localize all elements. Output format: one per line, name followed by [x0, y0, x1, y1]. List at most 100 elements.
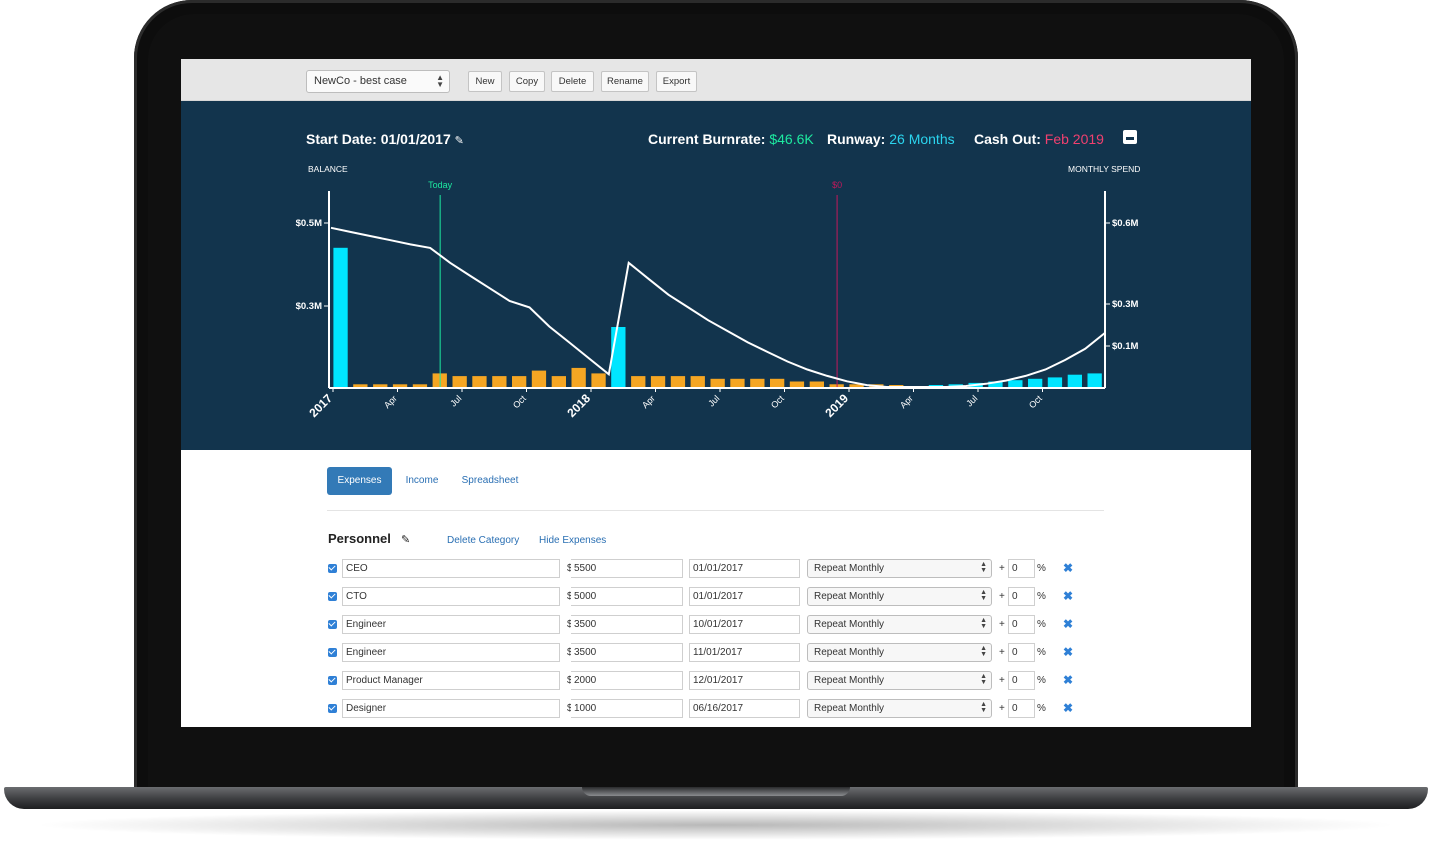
tab-expenses[interactable]: Expenses — [327, 467, 392, 495]
new-button[interactable]: New — [468, 71, 502, 92]
expense-name-input[interactable]: Engineer — [342, 643, 560, 662]
burnrate: Current Burnrate: $46.6K — [648, 131, 814, 147]
x-tick-label: Jul — [706, 393, 721, 408]
delete-row-icon[interactable]: ✖ — [1063, 561, 1074, 575]
delete-row-icon[interactable]: ✖ — [1063, 673, 1074, 687]
expense-date-input[interactable]: 10/01/2017 — [689, 615, 800, 634]
burnrate-label: Current Burnrate: — [648, 131, 766, 147]
scenario-select[interactable]: NewCo - best case ▲ ▼ — [306, 70, 450, 93]
income-bar — [1087, 373, 1102, 387]
start-date-value: 01/01/2017 — [380, 131, 451, 147]
expense-row: CEO $5500 01/01/2017 Repeat Monthly ▲ ▼ +0% ✖ — [181, 559, 1251, 579]
delete-row-icon[interactable]: ✖ — [1063, 645, 1074, 659]
expense-name-input[interactable]: Product Manager — [342, 671, 560, 690]
row-checkbox[interactable] — [328, 620, 337, 629]
expense-name-input[interactable]: CTO — [342, 587, 560, 606]
row-checkbox[interactable] — [328, 648, 337, 657]
delete-button[interactable]: Delete — [551, 71, 594, 92]
x-tick-label: Oct — [1027, 393, 1044, 410]
expense-date-input[interactable]: 11/01/2017 — [689, 643, 800, 662]
spend-bar — [392, 384, 408, 387]
growth-input[interactable]: 0 — [1008, 587, 1035, 606]
x-tick-label: Apr — [382, 393, 399, 410]
repeat-select[interactable]: Repeat Monthly ▲ ▼ — [807, 643, 992, 662]
expense-amount-input[interactable]: 2000 — [571, 671, 683, 690]
expense-name-input[interactable]: Designer — [342, 699, 560, 718]
select-arrows-icon: ▲ ▼ — [980, 645, 987, 658]
row-checkbox[interactable] — [328, 704, 337, 713]
plus-sign: + — [999, 619, 1005, 630]
delete-category-link[interactable]: Delete Category — [447, 535, 520, 546]
burnrate-value: $46.6K — [769, 131, 814, 147]
cash-out-value: Feb 2019 — [1044, 131, 1104, 147]
expense-date-input[interactable]: 01/01/2017 — [689, 559, 800, 578]
expense-date-input[interactable]: 12/01/2017 — [689, 671, 800, 690]
growth-input[interactable]: 0 — [1008, 671, 1035, 690]
delete-row-icon[interactable]: ✖ — [1063, 701, 1074, 715]
percent-sign: % — [1037, 619, 1046, 630]
spend-bar — [492, 376, 507, 387]
repeat-select[interactable]: Repeat Monthly ▲ ▼ — [807, 671, 992, 690]
tab-spreadsheet[interactable]: Spreadsheet — [461, 475, 519, 486]
copy-button[interactable]: Copy — [509, 71, 545, 92]
expense-name-input[interactable]: Engineer — [342, 615, 560, 634]
hide-expenses-link[interactable]: Hide Expenses — [539, 535, 607, 546]
expense-amount-input[interactable]: 3500 — [571, 643, 683, 662]
spend-bar — [809, 381, 824, 387]
repeat-select[interactable]: Repeat Monthly ▲ ▼ — [807, 559, 992, 578]
currency-sign: $ — [567, 703, 573, 714]
expense-row: Engineer $3500 10/01/2017 Repeat Monthly ▲ ▼ +… — [181, 615, 1251, 635]
laptop-shadow — [30, 810, 1402, 840]
spend-bar — [789, 381, 805, 387]
select-arrows-icon: ▲ ▼ — [980, 589, 987, 602]
delete-row-icon[interactable]: ✖ — [1063, 617, 1074, 631]
edit-pencil-icon[interactable]: ✎ — [454, 135, 464, 147]
x-tick-label: Jul — [964, 393, 979, 408]
delete-row-icon[interactable]: ✖ — [1063, 589, 1074, 603]
repeat-select[interactable]: Repeat Monthly ▲ ▼ — [807, 587, 992, 606]
export-button[interactable]: Export — [656, 71, 697, 92]
expense-name-input[interactable]: CEO — [342, 559, 560, 578]
runway-label: Runway: — [827, 131, 886, 147]
growth-input[interactable]: 0 — [1008, 699, 1035, 718]
row-checkbox[interactable] — [328, 564, 337, 573]
burn-dashboard: Start Date: 01/01/2017 ✎ Current Burnrat… — [181, 101, 1251, 450]
spend-bar — [849, 384, 864, 387]
cash-out-label: Cash Out: — [974, 131, 1041, 147]
rename-button[interactable]: Rename — [601, 71, 649, 92]
spend-bar — [650, 376, 666, 387]
expense-amount-input[interactable]: 1000 — [571, 699, 683, 718]
category-title: Personnel — [328, 531, 391, 546]
growth-input[interactable]: 0 — [1008, 559, 1035, 578]
expense-amount-input[interactable]: 5000 — [571, 587, 683, 606]
percent-sign: % — [1037, 675, 1046, 686]
expense-amount-input[interactable]: 3500 — [571, 615, 683, 634]
left-tick-label: $0.5M — [296, 218, 322, 229]
expense-row: Designer $1000 06/16/2017 Repeat Monthly ▲ ▼ +… — [181, 699, 1251, 719]
tab-income[interactable]: Income — [405, 475, 439, 486]
spend-axis-title: MONTHLY SPEND — [1068, 164, 1141, 174]
left-tick-label: $0.3M — [296, 301, 322, 312]
currency-sign: $ — [567, 647, 573, 658]
growth-input[interactable]: 0 — [1008, 643, 1035, 662]
currency-sign: $ — [567, 619, 573, 630]
row-checkbox[interactable] — [328, 592, 337, 601]
repeat-select[interactable]: Repeat Monthly ▲ ▼ — [807, 699, 992, 718]
right-tick-label: $0.3M — [1112, 299, 1138, 310]
select-arrows-icon: ▲ ▼ — [436, 73, 444, 89]
growth-input[interactable]: 0 — [1008, 615, 1035, 634]
start-date-label: Start Date: — [306, 131, 377, 147]
collapse-chart-icon[interactable] — [1123, 130, 1137, 144]
spend-bar — [710, 378, 725, 387]
row-checkbox[interactable] — [328, 676, 337, 685]
repeat-select-value: Repeat Monthly — [814, 563, 885, 574]
edit-category-pencil-icon[interactable]: ✎ — [401, 534, 411, 546]
expense-amount-input[interactable]: 5500 — [571, 559, 683, 578]
right-tick-label: $0.6M — [1112, 218, 1138, 229]
repeat-select-value: Repeat Monthly — [814, 703, 885, 714]
spend-bar — [730, 378, 745, 387]
repeat-select[interactable]: Repeat Monthly ▲ ▼ — [807, 615, 992, 634]
zero-marker-label: $0 — [832, 180, 842, 190]
expense-date-input[interactable]: 01/01/2017 — [689, 587, 800, 606]
expense-date-input[interactable]: 06/16/2017 — [689, 699, 800, 718]
